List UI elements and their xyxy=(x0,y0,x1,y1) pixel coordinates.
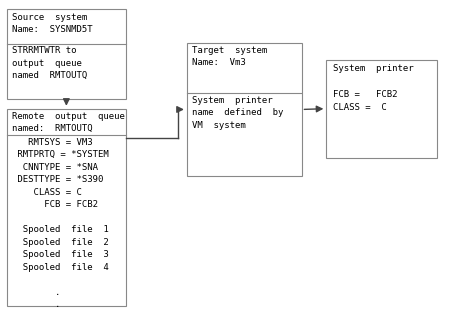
Bar xyxy=(7,109,126,306)
Text: System  printer
name  defined  by
VM  system: System printer name defined by VM system xyxy=(192,96,284,130)
Text: Source  system
Name:  SYSNMD5T: Source system Name: SYSNMD5T xyxy=(12,13,93,34)
Text: System  printer

FCB =   FCB2
CLASS =  C: System printer FCB = FCB2 CLASS = C xyxy=(333,64,414,112)
Bar xyxy=(326,60,436,158)
Text: Target  system
Name:  Vm3: Target system Name: Vm3 xyxy=(192,46,267,67)
Text: RMTSYS = VM3
 RMTPRTQ = *SYSTEM
  CNNTYPE = *SNA
 DESTTYPE = *S390
    CLASS = C: RMTSYS = VM3 RMTPRTQ = *SYSTEM CNNTYPE =… xyxy=(12,138,109,315)
Bar xyxy=(7,9,126,99)
Text: Remote  output  queue
named:  RMTOUTQ: Remote output queue named: RMTOUTQ xyxy=(12,112,125,133)
Bar xyxy=(187,43,302,176)
Text: STRRMTWTR to
output  queue
named  RMTOUTQ: STRRMTWTR to output queue named RMTOUTQ xyxy=(12,46,87,80)
